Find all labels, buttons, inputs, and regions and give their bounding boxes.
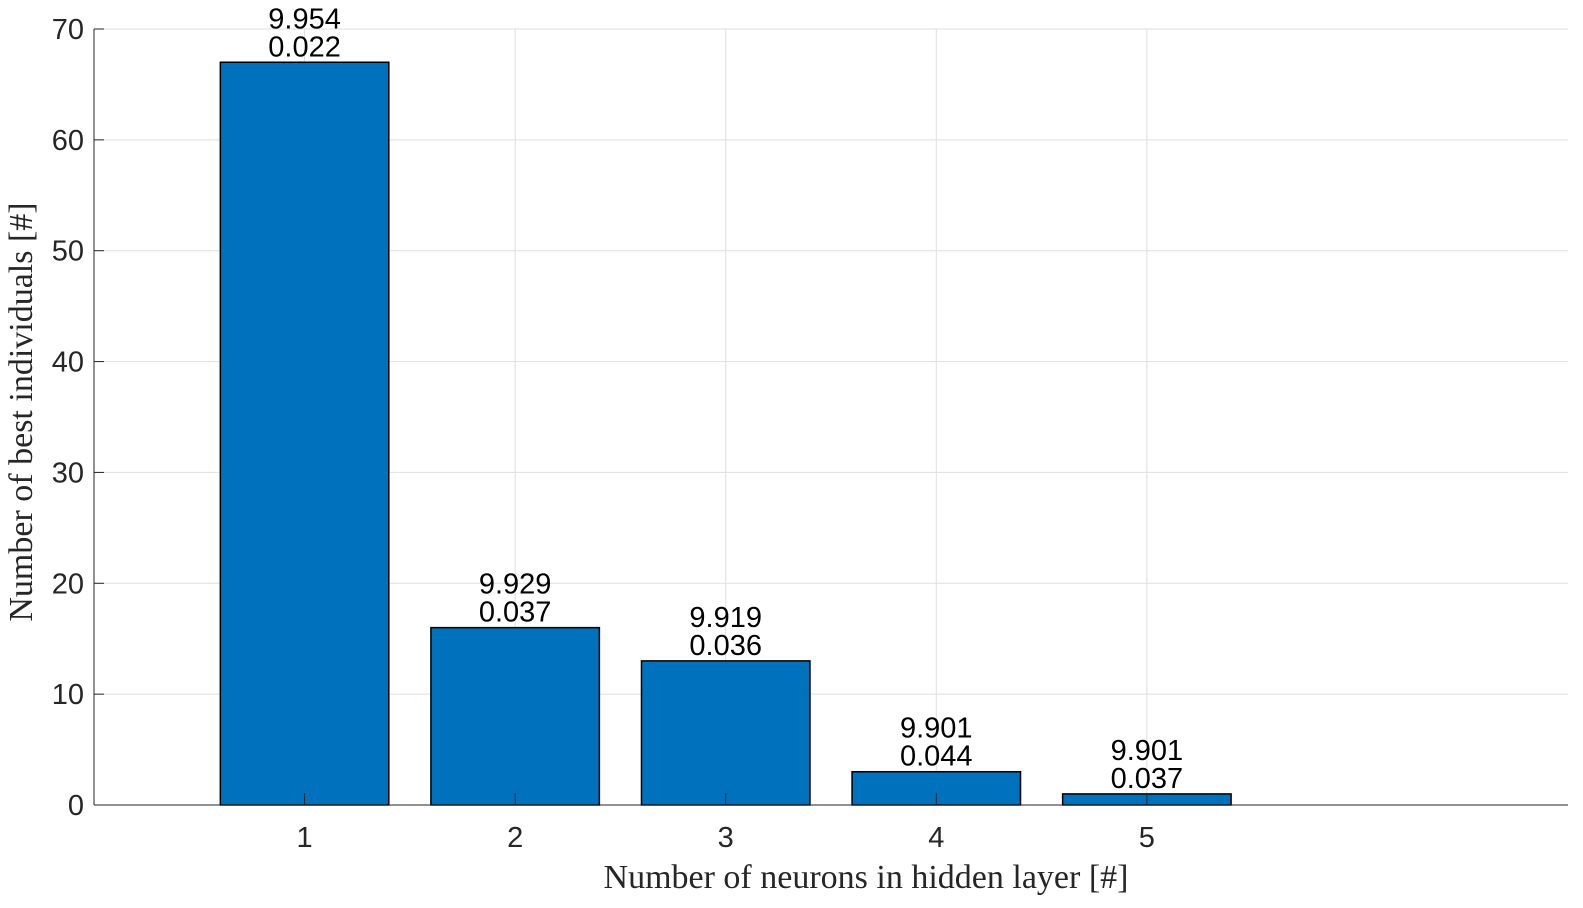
axes: 0 10 20 30 40 50 60 70 1 2 3 4 5: [52, 14, 1568, 854]
data-labels: 0.0229.9540.0379.9290.0369.9190.0449.901…: [268, 3, 1183, 795]
bar-label-bottom: 0.044: [900, 741, 973, 773]
y-tick-label: 10: [52, 679, 84, 711]
x-tick-label: 3: [718, 822, 734, 854]
x-tick-label: 5: [1139, 822, 1155, 854]
bar-label-top: 9.919: [689, 602, 762, 634]
bar-label-bottom: 0.022: [268, 31, 341, 63]
bar-label-top: 9.954: [268, 3, 341, 35]
bar-1: [219, 61, 390, 806]
y-tick-label: 40: [52, 347, 84, 379]
bar-label-bottom: 0.037: [479, 597, 552, 629]
x-tick-label: 1: [297, 822, 313, 854]
bar-2: [430, 626, 601, 806]
y-tick-label: 30: [52, 457, 84, 489]
bar-label-top: 9.929: [479, 569, 552, 601]
y-tick-label: 0: [68, 790, 84, 822]
bar-label-top: 9.901: [1111, 735, 1184, 767]
x-axis-title: Number of neurons in hidden layer [#]: [604, 859, 1129, 896]
bar-label-top: 9.901: [900, 713, 973, 745]
bar-label-bottom: 0.037: [1111, 763, 1184, 795]
bar-label-bottom: 0.036: [689, 630, 762, 662]
x-tick-label: 4: [928, 822, 944, 854]
y-tick-label: 60: [52, 125, 84, 157]
bars: [219, 61, 1232, 806]
y-tick-label: 70: [52, 14, 84, 46]
x-tick-label: 2: [507, 822, 523, 854]
y-tick-label: 20: [52, 568, 84, 600]
y-tick-label: 50: [52, 236, 84, 268]
y-axis-title: Number of best individuals [#]: [3, 202, 40, 621]
bar-3: [640, 660, 811, 806]
